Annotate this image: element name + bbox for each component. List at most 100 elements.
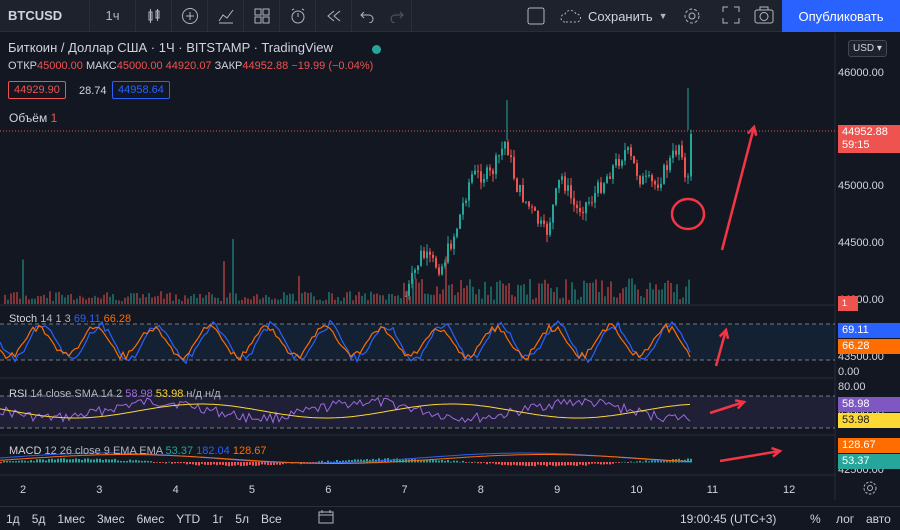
candle-body bbox=[441, 266, 443, 275]
save-button[interactable]: Сохранить ▼ bbox=[560, 0, 668, 32]
macd-hist-bar bbox=[330, 461, 332, 463]
volume-bar bbox=[526, 294, 528, 304]
candle-body bbox=[438, 267, 440, 275]
range-button[interactable]: 5л bbox=[235, 511, 249, 526]
macd-hist-bar bbox=[633, 461, 635, 463]
range-button[interactable]: 3мес bbox=[96, 511, 125, 526]
chart-canvas[interactable] bbox=[0, 33, 900, 500]
macd-hist-bar bbox=[102, 460, 104, 463]
macd-hist-bar bbox=[417, 459, 419, 463]
currency-selector[interactable]: USD ▾ bbox=[848, 40, 887, 57]
macd-hist-bar bbox=[114, 458, 116, 463]
macd-hist-bar bbox=[624, 461, 626, 463]
macd-hist-bar bbox=[495, 462, 497, 465]
volume-bar bbox=[394, 295, 396, 304]
macd-hist-bar bbox=[270, 462, 272, 466]
layout-icon[interactable] bbox=[527, 7, 545, 30]
macd-hist-bar bbox=[507, 462, 509, 466]
symbol-search-button[interactable]: BTCUSD bbox=[0, 0, 90, 32]
annotation-arrow-stoch bbox=[714, 329, 728, 367]
volume-bar bbox=[511, 294, 513, 304]
replay-icon[interactable] bbox=[316, 0, 352, 32]
candle-body bbox=[480, 171, 482, 183]
macd-hist-bar bbox=[429, 459, 431, 463]
macd-hist-bar bbox=[426, 459, 428, 463]
range-button[interactable]: 5д bbox=[31, 511, 46, 526]
macd-hist-bar bbox=[573, 462, 575, 466]
macd-hist-bar bbox=[9, 461, 11, 463]
volume-bar bbox=[355, 295, 357, 304]
candle-body bbox=[450, 243, 452, 249]
macd-hist-bar bbox=[333, 461, 335, 463]
fullscreen-icon[interactable] bbox=[722, 6, 740, 29]
volume-bar bbox=[178, 299, 180, 304]
rsi-badge: 58.98 bbox=[838, 397, 900, 412]
macd-hist-bar bbox=[90, 459, 92, 463]
volume-bar bbox=[97, 297, 99, 304]
candles-icon[interactable] bbox=[136, 0, 172, 32]
macd-hist-bar bbox=[126, 460, 128, 463]
volume-bar bbox=[589, 282, 591, 304]
annotation-circle bbox=[670, 197, 706, 231]
interval-button[interactable]: 1ч bbox=[90, 0, 136, 32]
range-button[interactable]: 1мес bbox=[57, 511, 85, 526]
gear-icon[interactable] bbox=[682, 6, 702, 31]
volume-bar bbox=[475, 294, 477, 304]
time-tick: 4 bbox=[172, 484, 179, 496]
range-button[interactable]: 1г bbox=[212, 511, 224, 526]
volume-bar bbox=[631, 278, 633, 304]
volume-bar bbox=[520, 285, 522, 304]
range-button[interactable]: Все bbox=[260, 511, 282, 526]
log-toggle[interactable]: лог bbox=[836, 511, 855, 526]
volume-bar bbox=[505, 285, 507, 304]
macd-hist-bar bbox=[246, 462, 248, 466]
candle-body bbox=[588, 202, 590, 204]
macd-hist-bar bbox=[570, 462, 572, 466]
range-button[interactable]: 1д bbox=[6, 511, 20, 526]
candle-body bbox=[516, 178, 518, 192]
candle-body bbox=[612, 165, 614, 179]
rsi-sma-badge: 53.98 bbox=[838, 413, 900, 428]
percent-toggle[interactable]: % bbox=[810, 511, 821, 526]
indicators-icon[interactable] bbox=[208, 0, 244, 32]
range-button[interactable]: 6мес bbox=[136, 511, 165, 526]
candle-body bbox=[555, 188, 557, 205]
volume-bar bbox=[598, 291, 600, 304]
alert-icon[interactable] bbox=[280, 0, 316, 32]
candle-body bbox=[507, 141, 509, 156]
volume-bar bbox=[328, 291, 330, 304]
axis-settings-icon[interactable] bbox=[862, 480, 878, 501]
macd-hist-bar bbox=[525, 462, 527, 467]
clock-label[interactable]: 19:00:45 (UTC+3) bbox=[680, 511, 777, 526]
calendar-icon[interactable] bbox=[288, 510, 340, 527]
volume-bar bbox=[571, 282, 573, 304]
volume-bar bbox=[199, 293, 201, 304]
volume-bar bbox=[250, 299, 252, 304]
volume-bar bbox=[676, 284, 678, 304]
bid-price[interactable]: 44929.90 bbox=[8, 81, 66, 99]
publish-button[interactable]: Опубликовать bbox=[782, 0, 900, 32]
volume-bar bbox=[646, 289, 648, 304]
candle-body bbox=[531, 206, 533, 208]
volume-bar bbox=[337, 297, 339, 304]
volume-bar bbox=[619, 293, 621, 304]
volume-bar bbox=[313, 296, 315, 304]
volume-bar bbox=[322, 300, 324, 304]
candle-body bbox=[567, 185, 569, 191]
macd-hist-bar bbox=[669, 460, 671, 463]
macd-hist-bar bbox=[588, 462, 590, 465]
candle-body bbox=[639, 175, 641, 185]
rsi-axis-label: 80.00 bbox=[838, 381, 866, 393]
templates-icon[interactable] bbox=[244, 0, 280, 32]
camera-icon[interactable] bbox=[754, 6, 774, 29]
macd-hist-bar bbox=[480, 462, 482, 464]
redo-icon[interactable] bbox=[382, 0, 412, 32]
auto-toggle[interactable]: авто bbox=[866, 511, 891, 526]
volume-bar bbox=[307, 293, 309, 304]
undo-icon[interactable] bbox=[352, 0, 382, 32]
volume-bar bbox=[499, 280, 501, 304]
ask-price[interactable]: 44958.64 bbox=[112, 81, 170, 99]
add-indicator-icon[interactable] bbox=[172, 0, 208, 32]
stoch-axis-label: 0.00 bbox=[838, 366, 860, 378]
range-button[interactable]: YTD bbox=[176, 511, 201, 526]
